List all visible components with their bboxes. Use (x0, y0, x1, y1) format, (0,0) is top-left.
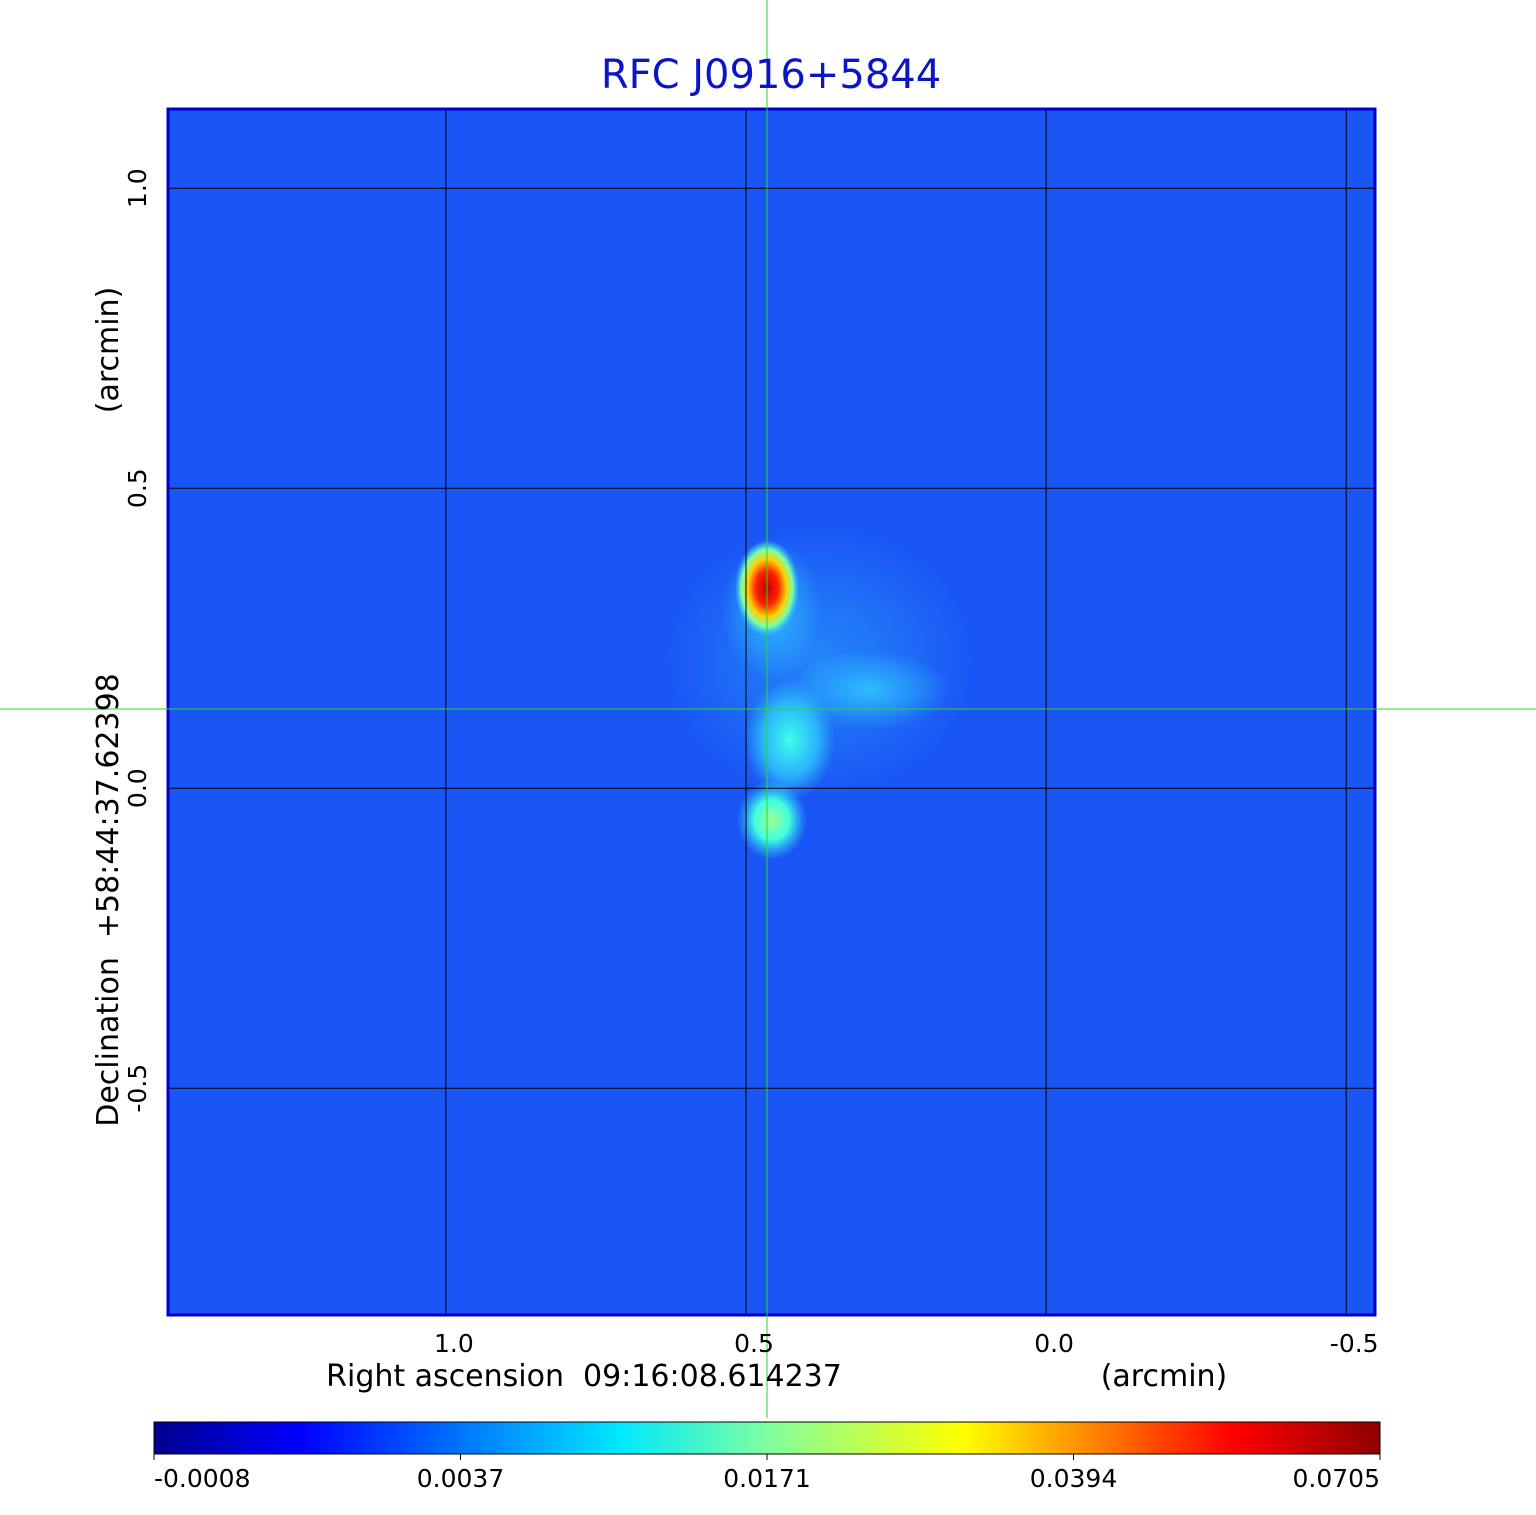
colorbar-tick-label: 0.0171 (723, 1464, 810, 1493)
x-axis-label: Right ascension 09:16:08.614237 (326, 1359, 842, 1394)
colorbar-tick-label: 0.0037 (417, 1464, 504, 1493)
x-axis-unit: (arcmin) (1101, 1359, 1228, 1394)
colorbar-tick-label: 0.0705 (1293, 1464, 1380, 1493)
x-tick-label: 0.5 (734, 1329, 774, 1358)
colorbar-tick-label: -0.0008 (154, 1464, 251, 1493)
y-axis-label: Declination +58:44:37.62398 (91, 673, 126, 1127)
x-tick-label: 0.0 (1034, 1329, 1074, 1358)
sky-image (168, 109, 1375, 1315)
plot-frame (166, 107, 1377, 1317)
y-tick-label: -0.5 (123, 1064, 152, 1113)
chart-title: RFC J0916+5844 (601, 52, 941, 98)
x-tick-label: -0.5 (1330, 1329, 1379, 1358)
grid (168, 109, 1375, 1315)
y-tick-label: 0.5 (123, 468, 152, 508)
colorbar (153, 1421, 1381, 1455)
colorbar-tick-label: 0.0394 (1030, 1464, 1117, 1493)
x-tick-label: 1.0 (434, 1329, 474, 1358)
y-tick-label: 0.0 (123, 768, 152, 808)
y-axis-unit: (arcmin) (91, 287, 126, 414)
y-tick-label: 1.0 (123, 168, 152, 208)
